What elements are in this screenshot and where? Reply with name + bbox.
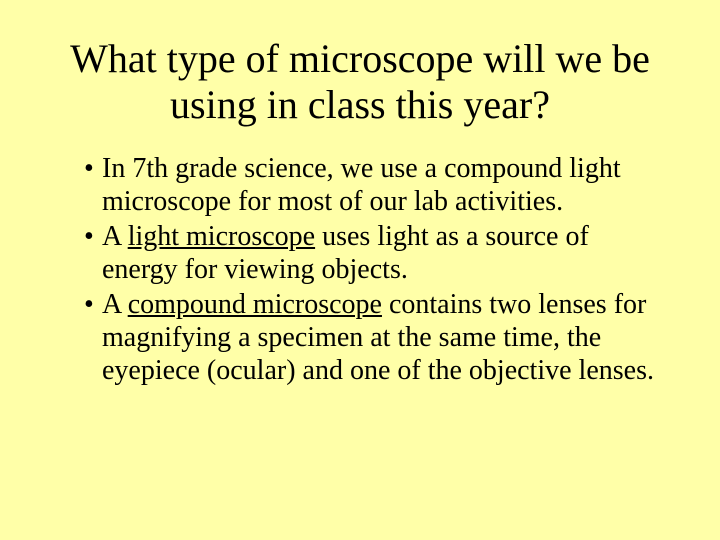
bullet-pre: A [102,289,128,320]
bullet-underline: light microscope [128,221,315,252]
bullet-pre: In 7th grade science, we use a compound … [102,153,621,217]
bullet-underline: compound microscope [128,289,382,320]
bullet-pre: A [102,221,128,252]
slide-body: In 7th grade science, we use a compound … [84,152,664,387]
slide: What type of microscope will we be using… [0,0,720,540]
list-item: A light microscope uses light as a sourc… [84,220,664,286]
slide-title: What type of microscope will we be using… [56,36,664,128]
list-item: A compound microscope contains two lense… [84,288,664,387]
list-item: In 7th grade science, we use a compound … [84,152,664,218]
